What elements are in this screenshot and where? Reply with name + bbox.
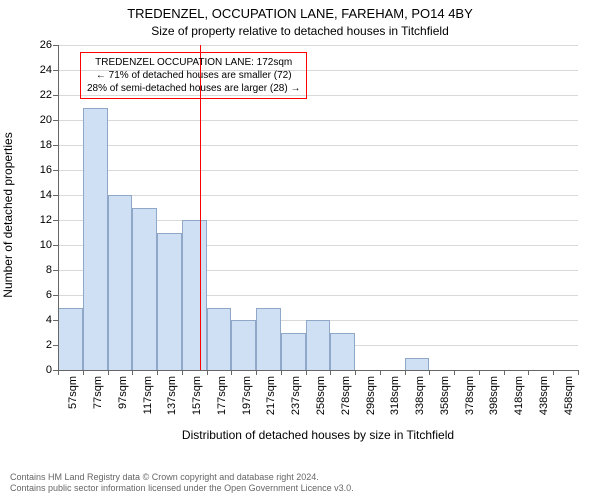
grid-line [58,170,578,171]
x-tick-label: 298sqm [365,376,377,415]
histogram-bar [330,333,355,371]
y-tick-label: 22 [40,89,52,101]
x-tick-label: 57sqm [67,376,79,409]
x-tick-label: 97sqm [117,376,129,409]
x-tick-label: 438sqm [538,376,550,415]
y-tick-label: 0 [46,364,52,376]
x-tick-label: 217sqm [265,376,277,415]
y-tick-label: 20 [40,114,52,126]
y-tick-label: 16 [40,164,52,176]
histogram-bar [306,320,331,370]
chart-subtitle: Size of property relative to detached ho… [0,24,600,38]
histogram-bar [58,308,83,371]
x-tick-label: 378sqm [464,376,476,415]
chart-title: TREDENZEL, OCCUPATION LANE, FAREHAM, PO1… [0,6,600,21]
x-tick-label: 157sqm [191,376,203,415]
grid-line [58,145,578,146]
x-tick-label: 358sqm [439,376,451,415]
x-tick-label: 137sqm [166,376,178,415]
y-tick-label: 4 [46,314,52,326]
x-tick-label: 338sqm [414,376,426,415]
y-tick-label: 6 [46,289,52,301]
histogram-chart: TREDENZEL, OCCUPATION LANE, FAREHAM, PO1… [0,0,600,500]
annotation-line: ← 71% of detached houses are smaller (72… [87,69,300,82]
grid-line [58,45,578,46]
grid-line [58,195,578,196]
histogram-bar [281,333,306,371]
annotation-line: 28% of semi-detached houses are larger (… [87,82,300,95]
x-tick-label: 237sqm [290,376,302,415]
y-tick-label: 2 [46,339,52,351]
histogram-bar [182,220,207,370]
x-tick-label: 77sqm [92,376,104,409]
grid-line [58,120,578,121]
annotation-box: TREDENZEL OCCUPATION LANE: 172sqm← 71% o… [80,52,307,99]
x-tick-label: 258sqm [315,376,327,415]
histogram-bar [231,320,256,370]
y-tick-label: 12 [40,214,52,226]
x-tick-label: 197sqm [241,376,253,415]
y-tick-label: 8 [46,264,52,276]
annotation-line: TREDENZEL OCCUPATION LANE: 172sqm [87,56,300,69]
x-tick-label: 318sqm [389,376,401,415]
y-tick-label: 26 [40,39,52,51]
x-axis-label: Distribution of detached houses by size … [58,428,578,442]
histogram-bar [405,358,430,371]
x-tick-label: 398sqm [488,376,500,415]
x-tick-label: 117sqm [142,376,154,414]
attribution-footer: Contains HM Land Registry data © Crown c… [10,472,354,494]
x-tick-label: 418sqm [513,376,525,415]
y-tick-label: 10 [40,239,52,251]
y-tick-label: 18 [40,139,52,151]
histogram-bar [256,308,281,371]
y-axis-label: Number of detached properties [1,115,15,315]
histogram-bar [83,108,108,371]
histogram-bar [207,308,232,371]
histogram-bar [108,195,133,370]
histogram-bar [157,233,182,371]
y-tick-label: 14 [40,189,52,201]
histogram-bar [132,208,157,371]
footer-line-1: Contains HM Land Registry data © Crown c… [10,472,354,483]
x-tick-label: 278sqm [340,376,352,415]
x-tick-label: 458sqm [563,376,575,415]
y-tick-label: 24 [40,64,52,76]
x-tick-label: 177sqm [216,376,228,415]
footer-line-2: Contains public sector information licen… [10,483,354,494]
